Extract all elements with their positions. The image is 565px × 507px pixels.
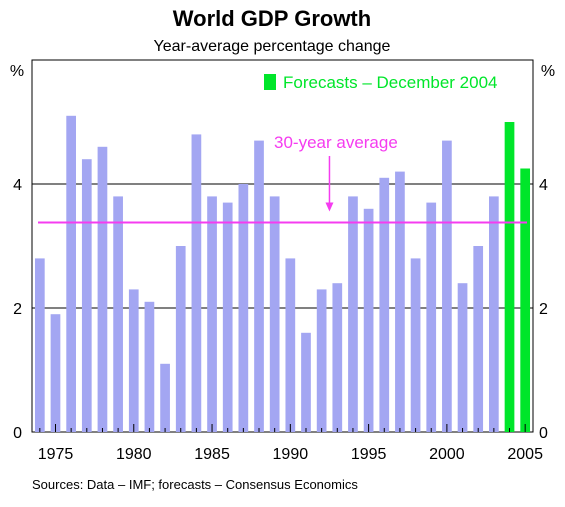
bar-layer [34, 115, 531, 433]
bar [81, 159, 92, 432]
chart-title: World GDP Growth [173, 6, 371, 31]
bar [426, 202, 437, 432]
bar [379, 177, 390, 432]
bar [128, 289, 139, 432]
y-tick-label-right: 4 [539, 177, 548, 194]
legend: Forecasts – December 2004 [264, 73, 498, 92]
bar [66, 115, 76, 433]
x-tick-label: 1975 [38, 446, 74, 463]
y-tick-label-left: 0 [13, 425, 22, 442]
bar [348, 196, 358, 432]
x-tick-label: 1985 [194, 446, 230, 463]
bar [269, 196, 280, 432]
reference-line-layer: 30-year average [38, 133, 527, 224]
bar [301, 332, 311, 432]
bar [489, 196, 499, 432]
bar [113, 196, 123, 432]
legend-label-forecasts: Forecasts – December 2004 [283, 73, 498, 92]
x-tick-label: 1980 [116, 446, 152, 463]
bar [34, 258, 45, 432]
forecast-bar [520, 168, 531, 432]
chart-subtitle: Year-average percentage change [154, 38, 391, 55]
bar [97, 146, 108, 433]
bar [285, 258, 296, 432]
bar [316, 289, 327, 432]
y-tick-label-right: 2 [539, 301, 548, 318]
x-tick-label: 2005 [507, 446, 543, 463]
bar [222, 202, 233, 432]
x-tick-label: 1995 [351, 446, 387, 463]
bar [254, 140, 264, 432]
axis-layer: 0 0 2 2 4 4 1975 1980 1985 1990 1995 2000 2005 [13, 177, 548, 463]
bar [410, 258, 421, 432]
y-tick-label-left: 4 [13, 177, 22, 194]
bar [457, 283, 468, 432]
bar [207, 196, 217, 432]
plot-frame [31, 59, 534, 433]
x-tick-label: 2000 [429, 446, 465, 463]
bar [160, 363, 170, 432]
forecast-bar [504, 122, 515, 432]
bar [50, 314, 61, 432]
source-note: Sources: Data – IMF; forecasts – Consens… [32, 477, 358, 492]
y-axis-label-right: % [541, 63, 555, 80]
bar [395, 171, 405, 432]
bar [332, 283, 343, 432]
average-label: 30-year average [274, 133, 398, 152]
bar [473, 246, 484, 432]
y-axis-label-left: % [10, 63, 24, 80]
average-arrow-head [325, 202, 334, 212]
y-tick-label-right: 0 [539, 425, 548, 442]
x-tick-label: 1990 [273, 446, 309, 463]
bar [442, 140, 452, 432]
bar [363, 208, 374, 432]
bar [238, 184, 249, 432]
bar [191, 134, 202, 432]
y-tick-label-left: 2 [13, 301, 22, 318]
legend-swatch-forecasts [264, 74, 276, 90]
bar [144, 301, 155, 432]
bar [175, 246, 186, 432]
